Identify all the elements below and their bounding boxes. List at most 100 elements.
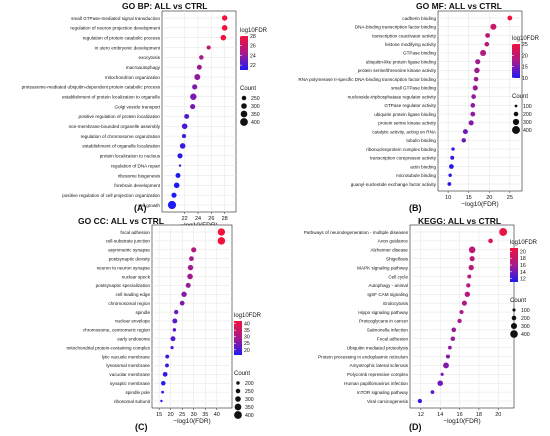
colorbar	[234, 321, 242, 355]
term-label: forebrain development	[114, 183, 160, 188]
data-point	[220, 34, 227, 41]
term-label: Cell cycle	[388, 274, 408, 279]
color-legend-title: log10FDR	[240, 28, 268, 34]
panel-a: GO BP: ALL vs CTRL22242628−log10(FDR)sma…	[22, 1, 268, 229]
term-label: chromosome, centromeric region	[83, 328, 151, 333]
term-label: ubiquitin-like protein ligase binding	[366, 59, 437, 64]
data-point	[190, 103, 196, 110]
term-label: positive regulation of protein localizat…	[79, 114, 161, 119]
size-legend-dot	[234, 411, 242, 419]
colorbar-tick-label: 35	[244, 328, 250, 334]
term-label: early endosome	[117, 337, 150, 342]
term-label: vacuolar membrane	[109, 372, 150, 377]
term-label: Amyotrophic lateral sclerosis	[350, 363, 409, 368]
size-legend-title: Count	[512, 94, 528, 100]
panel-title: KEGG: ALL vs CTRL	[418, 216, 501, 226]
colorbar	[512, 44, 520, 78]
colorbar-tick-label: 26	[250, 44, 256, 50]
term-label: Golgi vesicle transport	[115, 104, 161, 109]
size-legend-title: Count	[510, 298, 526, 304]
panel-label: (B)	[409, 203, 422, 213]
x-tick-label: 28	[222, 216, 228, 222]
color-legend-title: log10FDR	[512, 36, 540, 42]
size-legend-label: 300	[245, 397, 254, 403]
term-label: protein serine kinase activity	[378, 121, 436, 126]
term-label: non-membrane-bounded organelle assembly	[69, 124, 161, 129]
size-legend-dot	[241, 103, 247, 109]
size-legend-dot	[236, 381, 240, 385]
size-legend-label: 300	[251, 104, 260, 110]
data-point	[187, 273, 193, 280]
colorbar-tick-label: 25	[244, 341, 250, 347]
data-point	[450, 336, 456, 341]
x-tick-label: 15	[466, 195, 472, 201]
size-legend-label: 200	[521, 316, 530, 322]
data-point	[172, 328, 177, 332]
data-point	[167, 200, 177, 210]
data-point	[466, 283, 471, 288]
data-point	[480, 49, 487, 56]
term-label: protein localization to nucleus	[100, 154, 161, 159]
size-legend-label: 100	[523, 104, 532, 110]
colorbar-tick-label: 22	[250, 63, 256, 69]
size-legend-label: 350	[251, 112, 260, 118]
term-label: Ubiquitin mediated proteolysis	[347, 345, 409, 350]
data-point	[178, 164, 182, 167]
x-tick-label: 40	[214, 412, 220, 418]
size-legend-dot	[240, 118, 248, 126]
size-legend-label: 100	[521, 308, 530, 314]
size-legend-label: 250	[251, 96, 260, 102]
term-label: lysosomal membrane	[106, 363, 150, 368]
term-label: focal adhesion	[120, 230, 150, 235]
plot-frame	[437, 10, 523, 192]
data-point	[459, 309, 464, 315]
data-point	[448, 164, 454, 169]
term-label: IgSF CAM signaling	[367, 292, 408, 297]
data-point	[445, 354, 450, 359]
data-point	[507, 15, 513, 21]
data-point	[217, 228, 226, 236]
term-label: guanyl-nucleotide exchange factor activi…	[351, 182, 437, 187]
size-legend-dot	[514, 104, 518, 108]
term-label: histone modifying activity	[385, 42, 437, 47]
colorbar-tick-label: 15	[522, 65, 528, 71]
term-label: actin binding	[410, 164, 436, 169]
plot-frame	[151, 224, 233, 409]
x-axis-label: −log10(FDR)	[443, 418, 480, 425]
data-point	[192, 84, 198, 90]
data-point	[165, 354, 170, 359]
data-point	[217, 237, 226, 245]
term-label: Pathways of neurodegeneration - multiple…	[304, 230, 409, 235]
term-label: MAPK signaling pathway	[357, 265, 409, 270]
plot-frame	[161, 10, 237, 213]
data-point	[461, 300, 467, 306]
term-label: Hippo signaling pathway	[358, 310, 409, 315]
data-point	[162, 371, 168, 377]
term-label: protein serine/threonine kinase activity	[358, 68, 437, 73]
term-label: establishment of protein localization to…	[62, 95, 161, 100]
term-label: Polycomb repressive complex	[347, 372, 409, 377]
panel-label: (D)	[409, 422, 422, 432]
data-point	[464, 291, 471, 297]
term-label: establishment of organelle localization	[82, 144, 160, 149]
x-tick-label: 25	[507, 195, 513, 201]
term-label: RNA polymerase II-specific DNA-binding t…	[298, 77, 436, 82]
term-label: postsynaptic specialization	[96, 283, 151, 288]
colorbar	[240, 36, 248, 70]
data-point	[474, 67, 480, 74]
x-tick-label: 16	[457, 412, 463, 418]
data-point	[443, 362, 449, 369]
data-point	[451, 327, 457, 333]
size-legend-dot	[235, 388, 241, 394]
data-point	[173, 182, 180, 189]
panel-title: GO BP: ALL vs CTRL	[122, 1, 207, 11]
term-label: nucleoside-triphosphatase regulator acti…	[348, 94, 437, 99]
x-tick-label: 15	[156, 412, 162, 418]
x-tick-label: 26	[208, 216, 214, 222]
data-point	[181, 291, 187, 297]
term-label: ribosome biogenesis	[118, 173, 161, 178]
size-legend-dot	[240, 110, 248, 118]
term-label: cell leading edge	[116, 292, 151, 297]
data-point	[181, 123, 188, 130]
term-label: regulation of neuron projection developm…	[70, 26, 160, 31]
